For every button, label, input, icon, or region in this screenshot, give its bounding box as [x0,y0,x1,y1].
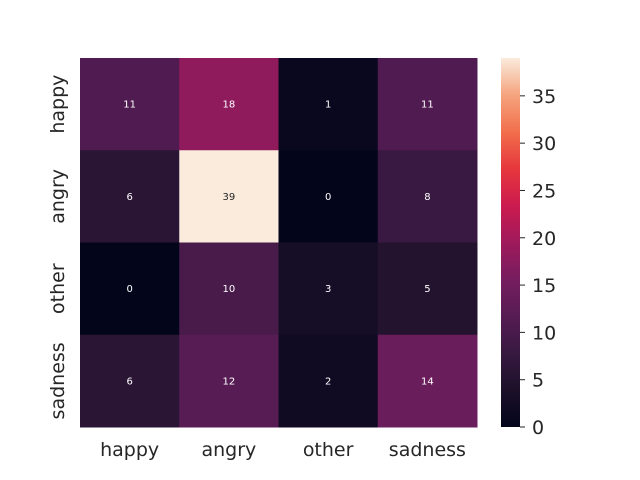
x-tick-label: sadness [389,439,466,461]
colorbar-tick-label: 30 [532,133,556,155]
heatmap-cell-value: 11 [421,100,434,111]
colorbar-tick-label: 10 [532,322,556,344]
y-axis-tick-labels: happy angry other sadness [47,75,69,420]
colorbar-tick-label: 25 [532,180,556,202]
heatmap-cell [377,334,478,428]
heatmap-cell [179,242,279,336]
heatmap-cell-value: 6 [126,376,132,387]
y-tick-label: sadness [47,342,69,419]
heatmap-cell-value: 6 [126,192,132,203]
heatmap-cell-value: 18 [223,100,236,111]
heatmap-cell [377,150,478,243]
y-tick-label: happy [47,75,69,134]
heatmap-cell-labels: 11 18 1 116 39 0 80 10 3 56 12 2 14 [123,100,433,388]
heatmap-cell-value: 5 [424,284,430,295]
heatmap-cell [179,150,279,243]
colorbar-tick-label: 20 [532,228,556,250]
heatmap-cells [80,58,478,428]
heatmap-cell [80,150,180,243]
heatmap-cell-value: 39 [223,192,236,203]
heatmap-cell-value: 11 [123,100,136,111]
x-tick-label: angry [201,439,256,461]
heatmap-cell [80,334,180,428]
heatmap-cell [278,58,379,151]
heatmap-cell [179,334,279,428]
heatmap-cell-value: 10 [223,284,236,295]
heatmap-cell-value: 0 [126,284,132,295]
heatmap-cell-value: 12 [223,376,236,387]
heatmap-cell [80,242,180,336]
heatmap-cell [377,242,478,336]
colorbar-tick-label: 15 [532,275,556,297]
heatmap-cell-value: 0 [325,192,331,203]
colorbar-tick-labels: 0 5 10 15 20 25 30 35 [520,86,556,439]
colorbar-tick-label: 35 [532,86,556,108]
heatmap-cell-value: 3 [325,284,331,295]
colorbar-tick-label: 0 [532,417,544,439]
heatmap-cell-value: 1 [325,100,331,111]
colorbar-tick-label: 5 [532,370,544,392]
heatmap-cell [278,242,379,336]
heatmap-cell [278,334,379,428]
heatmap-cell [179,58,279,151]
colorbar [501,58,520,427]
heatmap-cell [377,58,478,151]
heatmap-cell-value: 2 [325,376,331,387]
x-tick-label: other [303,439,354,461]
heatmap-cell [80,58,180,151]
x-axis-tick-labels: happy angry other sadness [100,439,466,461]
y-tick-label: other [47,263,69,314]
y-tick-label: angry [47,169,69,224]
x-tick-label: happy [100,439,159,461]
heatmap-cell-value: 8 [424,192,430,203]
heatmap-cell [278,150,379,243]
heatmap-cell-value: 14 [421,376,434,387]
